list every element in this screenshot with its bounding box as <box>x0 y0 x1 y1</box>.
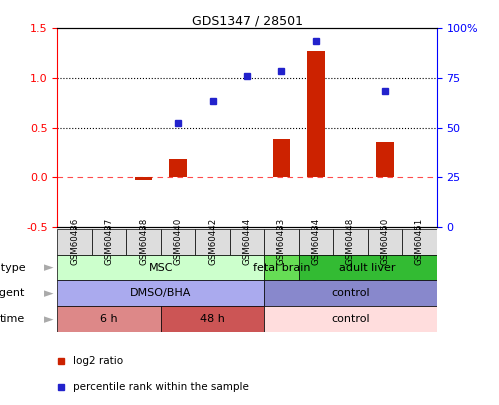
Text: MSC: MSC <box>149 262 173 273</box>
Bar <box>57 255 264 280</box>
Bar <box>264 255 299 280</box>
Text: GSM60440: GSM60440 <box>174 218 183 265</box>
Bar <box>273 139 290 177</box>
Bar <box>170 159 187 177</box>
Bar <box>57 306 161 332</box>
Text: GSM60436: GSM60436 <box>70 218 79 265</box>
Bar <box>195 229 230 255</box>
Text: control: control <box>331 288 370 298</box>
Bar <box>368 229 402 255</box>
Text: DMSO/BHA: DMSO/BHA <box>130 288 192 298</box>
Text: log2 ratio: log2 ratio <box>72 356 123 366</box>
Bar <box>333 229 368 255</box>
Bar <box>376 143 394 177</box>
Bar <box>299 255 437 280</box>
Text: percentile rank within the sample: percentile rank within the sample <box>72 382 249 392</box>
Text: GSM60451: GSM60451 <box>415 218 424 265</box>
Bar <box>161 306 264 332</box>
Text: ►: ► <box>44 313 53 326</box>
Text: GSM60442: GSM60442 <box>208 218 217 265</box>
Text: GSM60433: GSM60433 <box>277 218 286 265</box>
Text: ►: ► <box>44 287 53 300</box>
Text: GSM60434: GSM60434 <box>311 218 320 265</box>
Text: fetal brain: fetal brain <box>252 262 310 273</box>
Text: GSM60450: GSM60450 <box>380 218 389 265</box>
Bar <box>402 229 437 255</box>
Bar <box>57 229 92 255</box>
Title: GDS1347 / 28501: GDS1347 / 28501 <box>192 14 302 27</box>
Text: GSM60437: GSM60437 <box>105 218 114 265</box>
Text: 48 h: 48 h <box>200 314 225 324</box>
Text: GSM60438: GSM60438 <box>139 218 148 265</box>
Bar <box>126 229 161 255</box>
Bar <box>57 280 264 306</box>
Bar <box>264 306 437 332</box>
Text: GSM60444: GSM60444 <box>243 218 251 265</box>
Bar <box>92 229 126 255</box>
Text: ►: ► <box>44 261 53 274</box>
Text: cell type: cell type <box>0 262 25 273</box>
Bar <box>135 177 152 180</box>
Text: time: time <box>0 314 25 324</box>
Text: 6 h: 6 h <box>100 314 118 324</box>
Bar <box>230 229 264 255</box>
Bar <box>264 280 437 306</box>
Text: GSM60448: GSM60448 <box>346 218 355 265</box>
Bar <box>307 51 324 177</box>
Bar <box>264 229 299 255</box>
Text: adult liver: adult liver <box>339 262 396 273</box>
Text: control: control <box>331 314 370 324</box>
Bar <box>161 229 195 255</box>
Bar <box>299 229 333 255</box>
Text: agent: agent <box>0 288 25 298</box>
